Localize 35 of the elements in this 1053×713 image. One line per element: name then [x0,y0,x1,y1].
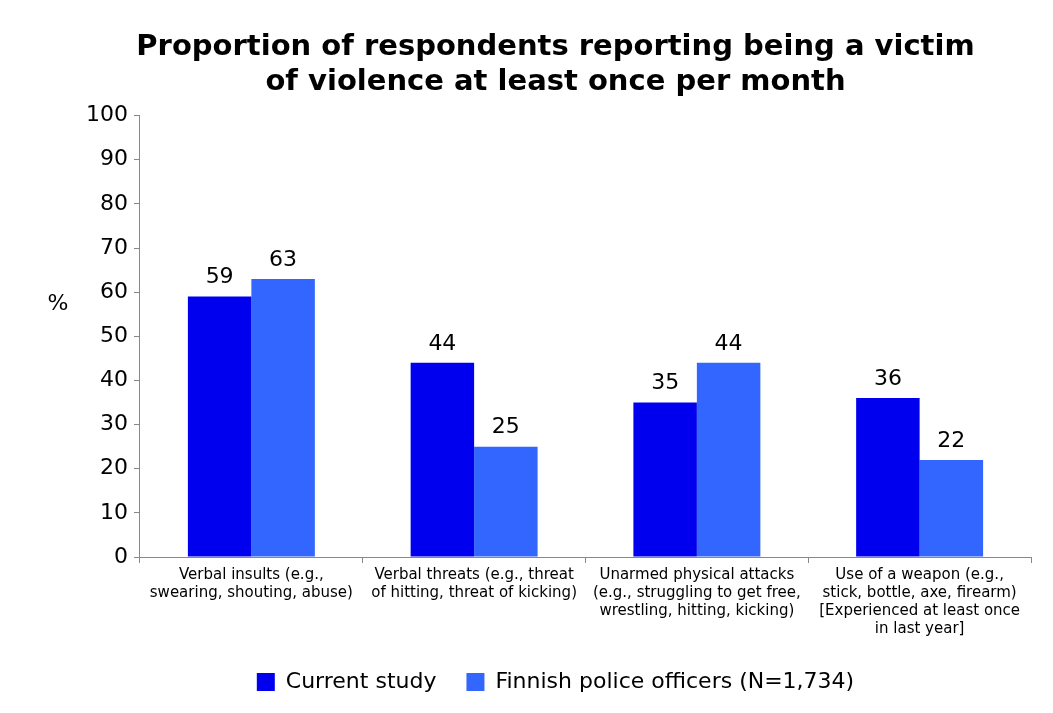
bar [187,296,252,557]
legend-label: Current study [285,667,437,693]
x-tick-label: Verbal threats (e.g., threat of hitting, threat of kicking) [371,564,577,601]
y-tick-label: 10 [99,498,128,524]
data-label: 22 [937,426,966,452]
y-tick-label: 50 [99,322,128,348]
legend-label: Finnish police officers (N=1,734) [495,667,855,693]
y-tick-label: 30 [99,410,128,436]
y-tick-label: 70 [99,233,128,259]
data-label: 44 [428,329,457,355]
bar [919,459,984,557]
bar [410,362,475,557]
y-tick-label: 80 [99,189,128,215]
bar [474,446,538,557]
x-tick-label: Verbal insults (e.g., swearing, shouting, abuse) [149,564,353,601]
bar [633,402,697,557]
data-label: 25 [491,413,520,439]
y-tick-label: 100 [85,101,128,127]
data-label: 63 [269,245,298,271]
x-tick-label: Unarmed physical attacks (e.g., struggling to get free, wrestling, hitting, kicking) [592,564,801,619]
bar [856,398,920,557]
data-label: 36 [873,364,902,390]
data-label: 59 [205,263,234,289]
y-tick-label: 20 [99,454,128,480]
y-tick-label: 40 [99,366,128,392]
data-label: 44 [714,329,743,355]
chart-title: Proportion of respondents reporting being a victim of violence at least once per month [136,27,975,97]
y-tick-label: 0 [113,542,128,568]
bar [251,278,315,557]
bar [696,362,761,557]
data-label: 35 [651,369,680,395]
x-tick-label: Use of a weapon (e.g., stick, bottle, axe, firearm) [Experienced at least once in last year] [819,564,1021,637]
y-tick-label: 90 [99,145,128,171]
y-tick-label: 60 [99,277,128,303]
y-axis-title: % [47,290,69,316]
